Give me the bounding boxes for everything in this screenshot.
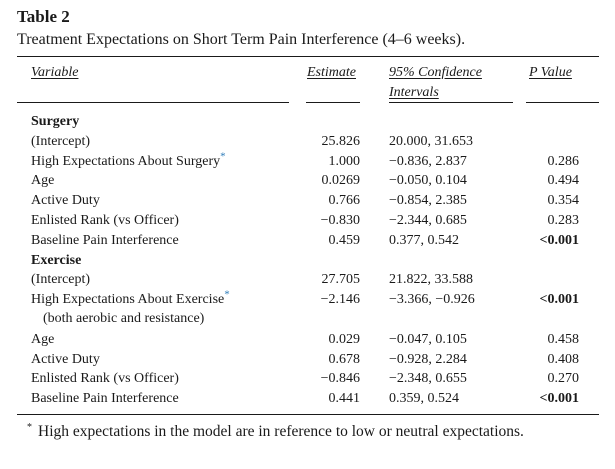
row-ci: −0.836, 2.837 [389, 153, 467, 169]
row-estimate: −2.146 [320, 292, 360, 308]
row-ci: −0.854, 2.385 [389, 193, 467, 209]
row-p-value: 0.354 [547, 193, 580, 209]
row-variable-label: High Expectations About Surgery [31, 153, 221, 169]
header-ci-line2: Intervals [389, 85, 439, 100]
row-variable: Active Duty [31, 351, 100, 369]
row-p-value: 0.286 [547, 153, 580, 169]
star-marker: * [224, 288, 230, 301]
row-variable-label: Age [31, 173, 55, 189]
row-ci: −0.050, 0.104 [389, 173, 467, 189]
row-variable: Age [31, 172, 54, 190]
section-title: Surgery [31, 114, 80, 129]
row-ci: −0.928, 2.284 [389, 351, 467, 367]
row-ci: 20.000, 31.653 [389, 133, 473, 149]
row-variable: (Intercept) [31, 133, 90, 151]
row-ci: −3.366, −0.926 [389, 292, 475, 308]
row-ci: 0.359, 0.524 [389, 391, 459, 407]
row-ci: −0.047, 0.105 [389, 331, 467, 347]
row-p-value: <0.001 [539, 391, 579, 407]
row-ci: 21.822, 33.588 [389, 272, 473, 288]
star-marker: * [220, 149, 226, 162]
header-rule-p [526, 102, 599, 103]
row-variable: Baseline Pain Interference [31, 232, 179, 250]
header-rule-ci [389, 102, 513, 103]
row-variable: Enlisted Rank (vs Officer) [31, 370, 179, 388]
row-p-value: 0.494 [547, 173, 580, 189]
row-variable: Active Duty [31, 192, 100, 210]
row-p-value: <0.001 [539, 292, 579, 308]
row-p-value: 0.283 [547, 213, 580, 228]
row-estimate: 0.029 [328, 331, 361, 347]
bottom-rule [17, 414, 599, 415]
row-variable-label: Enlisted Rank (vs Officer) [31, 371, 179, 387]
header-ci-line1: 95% Confidence [389, 65, 482, 80]
row-variable: High Expectations About Exercise* [31, 288, 230, 309]
row-variable-label: Active Duty [31, 193, 100, 209]
row-variable: Enlisted Rank (vs Officer) [31, 212, 179, 230]
row-estimate: 0.766 [328, 193, 361, 209]
row-ci: −2.344, 0.685 [389, 213, 467, 228]
row-estimate: 0.441 [328, 391, 361, 407]
row-estimate: 0.459 [328, 232, 361, 248]
row-estimate: 0.678 [328, 351, 361, 367]
table-label: Table 2 [17, 7, 70, 26]
row-variable: Baseline Pain Interference [31, 390, 179, 408]
row-estimate: −0.846 [320, 371, 360, 387]
row-variable-continued: (both aerobic and resistance) [43, 311, 205, 326]
row-variable: High Expectations About Surgery* [31, 149, 226, 171]
row-ci: 0.377, 0.542 [389, 232, 459, 248]
footnote-text: High expectations in the model are in re… [38, 423, 524, 440]
footnote: * High expectations in the model are in r… [17, 421, 599, 443]
header-rule-estimate [306, 102, 360, 103]
header-rule-variable [17, 102, 289, 103]
table-caption: Treatment Expectations on Short Term Pai… [17, 31, 466, 48]
header-estimate: Estimate [307, 65, 356, 80]
row-estimate: 27.705 [321, 272, 361, 288]
section-title: Exercise [31, 252, 82, 268]
row-estimate: −0.830 [320, 213, 360, 228]
row-variable-label: Baseline Pain Interference [31, 391, 179, 407]
row-variable-label: Age [31, 331, 55, 347]
row-p-value: <0.001 [539, 232, 579, 248]
row-variable-label: Baseline Pain Interference [31, 232, 179, 248]
row-estimate: 0.0269 [321, 173, 361, 189]
row-variable-label: High Expectations About Exercise [31, 292, 225, 308]
row-variable-label: (Intercept) [31, 272, 91, 288]
header-p-value: P Value [529, 65, 572, 80]
header-ci: 95% Confidence Intervals [389, 63, 482, 103]
row-p-value: 0.408 [547, 351, 580, 367]
row-estimate: 25.826 [321, 133, 361, 149]
row-p-value: 0.458 [547, 331, 580, 347]
row-variable-label: Active Duty [31, 351, 100, 367]
footnote-marker: * [27, 421, 32, 433]
top-rule [17, 56, 599, 57]
row-variable-label: Enlisted Rank (vs Officer) [31, 213, 179, 228]
row-variable: (Intercept) [31, 271, 90, 289]
row-variable: Age [31, 331, 54, 349]
row-variable-label: (Intercept) [31, 133, 91, 149]
row-ci: −2.348, 0.655 [389, 371, 467, 387]
header-variable: Variable [31, 65, 79, 80]
row-p-value: 0.270 [547, 371, 580, 387]
row-estimate: 1.000 [328, 153, 361, 169]
